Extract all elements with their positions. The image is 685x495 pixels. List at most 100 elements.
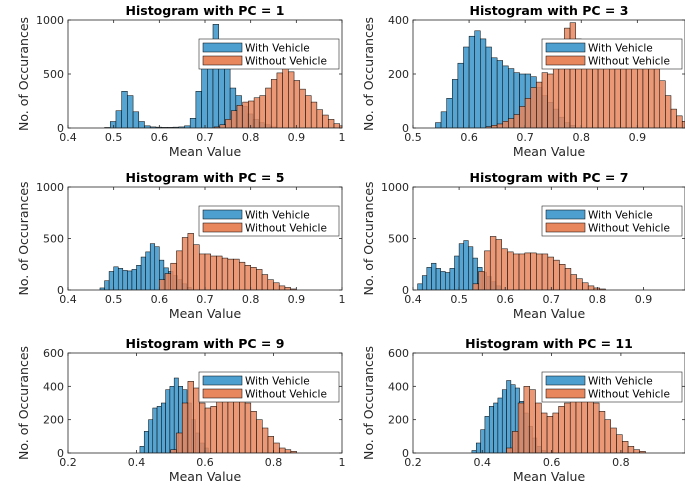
bar — [496, 123, 503, 128]
bar — [193, 244, 200, 290]
x-tick-label: 0.4 — [474, 456, 492, 469]
legend-swatch — [202, 209, 243, 220]
bar — [207, 62, 214, 128]
y-tick-label: 0 — [402, 122, 409, 135]
bar — [279, 447, 286, 453]
bar — [569, 397, 577, 453]
bar — [489, 236, 497, 290]
y-axis-label: No. of Occurances — [361, 17, 376, 131]
bar — [497, 397, 503, 453]
y-axis-label: No. of Occurances — [361, 181, 376, 295]
bar — [501, 248, 508, 290]
bar — [478, 271, 485, 290]
bar — [140, 256, 146, 290]
y-tick-label: 400 — [43, 380, 64, 393]
bar — [431, 262, 437, 290]
legend-swatch — [202, 222, 243, 233]
bar — [221, 396, 229, 453]
bar — [239, 394, 246, 453]
bar — [508, 118, 515, 128]
bar — [193, 387, 200, 453]
legend-swatch — [202, 388, 243, 399]
bar — [181, 402, 189, 453]
subplot-3: 0.4 0.5 0.6 0.7 0.8 0.9 1 0 500 1000 Histogram wit… — [16, 170, 346, 321]
bar — [176, 250, 183, 290]
bar — [282, 67, 289, 128]
bar — [485, 46, 492, 128]
bar — [113, 266, 119, 290]
bar — [633, 449, 640, 453]
y-tick-label: 400 — [388, 380, 409, 393]
bar — [204, 407, 212, 453]
y-axis-label: No. of Occurances — [361, 346, 376, 460]
y-tick-label: 1000 — [36, 181, 64, 194]
bar — [564, 402, 571, 453]
bar — [614, 62, 621, 128]
bar — [552, 412, 559, 453]
bar — [219, 124, 226, 128]
bar — [204, 253, 211, 290]
x-tick-label: 0.7 — [543, 293, 561, 306]
bar — [187, 233, 194, 290]
bar — [491, 125, 498, 128]
bar — [224, 67, 231, 128]
bar — [553, 259, 560, 290]
bar — [117, 268, 124, 290]
bars-group — [471, 380, 646, 453]
chart-title: Histogram with PC = 5 — [126, 170, 285, 185]
chart-title: Histogram with PC = 11 — [465, 336, 633, 351]
bar — [143, 431, 149, 453]
legend-label: Without Vehicle — [245, 56, 327, 68]
bar — [493, 402, 499, 453]
bar — [440, 111, 447, 128]
y-tick-label: 400 — [388, 14, 409, 27]
y-tick-label: 600 — [388, 347, 409, 360]
bar — [484, 250, 491, 290]
x-tick-label: 0.6 — [151, 293, 169, 306]
bar — [480, 38, 487, 128]
bar — [559, 264, 566, 290]
bar — [267, 436, 274, 453]
bar — [244, 265, 251, 290]
legend-label: With Vehicle — [588, 210, 653, 222]
bar — [587, 285, 595, 290]
bar — [109, 121, 117, 128]
bar — [108, 271, 114, 290]
bar — [474, 30, 481, 128]
bar — [169, 386, 175, 453]
bar — [250, 411, 257, 453]
x-tick-label: 1 — [339, 131, 346, 144]
x-axis-label: Mean Value — [513, 469, 586, 484]
bar — [518, 253, 526, 290]
y-tick-label: 200 — [388, 414, 409, 427]
bar — [512, 431, 519, 453]
bar — [201, 67, 208, 128]
bar — [267, 279, 274, 290]
bar — [132, 111, 140, 128]
legend-label: Without Vehicle — [245, 223, 327, 235]
legend-label: Without Vehicle — [588, 223, 670, 235]
bar — [199, 253, 206, 290]
legend-label: Without Vehicle — [588, 56, 670, 68]
x-tick-label: 0.6 — [151, 131, 169, 144]
bar — [417, 283, 423, 290]
bar — [523, 386, 530, 453]
x-tick-label: 0.8 — [572, 131, 590, 144]
y-tick-label: 1000 — [381, 181, 409, 194]
bar — [145, 251, 151, 290]
x-tick-label: 0.9 — [635, 293, 653, 306]
bar — [495, 239, 502, 290]
bar — [316, 109, 323, 128]
bar — [310, 101, 318, 128]
x-tick-label: 0.7 — [516, 131, 534, 144]
bars-group — [417, 236, 606, 290]
x-tick-label: 0.6 — [496, 293, 514, 306]
x-tick-label: 0.8 — [265, 456, 283, 469]
bar — [496, 60, 503, 128]
legend-swatch — [545, 375, 586, 386]
bar — [216, 255, 223, 290]
bar — [270, 79, 278, 128]
bar — [475, 442, 481, 453]
bar — [468, 35, 475, 128]
subplot-1: 0.4 0.5 0.6 0.7 0.8 0.9 1 0 500 1000 Histogram wit… — [16, 3, 346, 159]
